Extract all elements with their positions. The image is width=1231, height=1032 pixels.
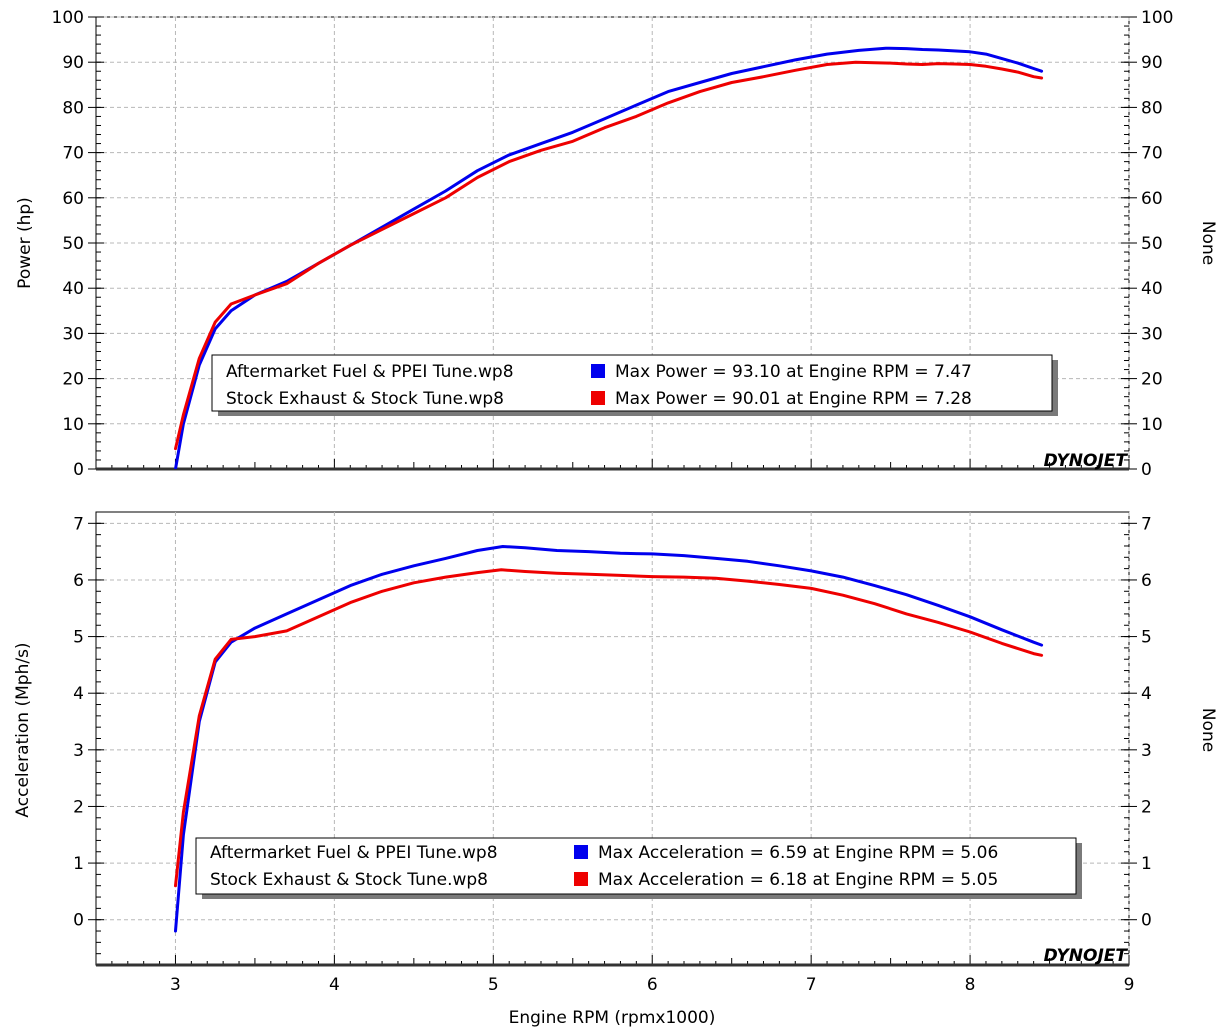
power-right-tick-label: 0 <box>1141 460 1152 480</box>
power-y-tick-label: 60 <box>62 189 84 209</box>
power-y-tick-label: 0 <box>73 460 84 480</box>
acceleration-legend-name-1: Aftermarket Fuel & PPEI Tune.wp8 <box>210 843 498 863</box>
power-ticks: 0 0 10 10 20 20 30 30 40 40 50 50 60 60 70 70 80 80 90 90 10… <box>52 8 1174 480</box>
power-right-tick-label: 70 <box>1141 144 1163 164</box>
acceleration-legend-swatch-blue <box>574 845 588 859</box>
acceleration-legend-box <box>195 837 1077 895</box>
acceleration-ticks: 0 0 1 1 2 2 3 3 4 4 5 5 6 6 7 7 <box>73 511 1152 967</box>
x-axis: 3 4 5 6 7 8 9 <box>170 975 1134 995</box>
power-legend-name-2: Stock Exhaust & Stock Tune.wp8 <box>226 389 504 409</box>
acceleration-series-line-stock <box>174 568 1044 888</box>
power-panel: 0 0 10 10 20 20 30 30 40 40 50 50 60 60 70 70 80 80 90 90 10… <box>15 8 1218 480</box>
acceleration-right-tick-label: 7 <box>1141 514 1152 534</box>
power-legend-swatch-blue <box>591 364 605 378</box>
acceleration-y-tick-label: 0 <box>73 911 84 931</box>
acceleration-y-tick-label: 4 <box>73 684 84 704</box>
acceleration-y-tick-label: 3 <box>73 741 84 761</box>
x-tick-label: 4 <box>329 975 340 995</box>
power-right-tick-label: 40 <box>1141 279 1163 299</box>
x-tick-label: 8 <box>965 975 976 995</box>
acceleration-right-tick-label: 6 <box>1141 571 1152 591</box>
acceleration-legend-max-1: Max Acceleration = 6.59 at Engine RPM = … <box>598 843 998 863</box>
acceleration-right-tick-label: 2 <box>1141 797 1152 817</box>
power-legend-max-1: Max Power = 93.10 at Engine RPM = 7.47 <box>615 362 972 382</box>
acceleration-panel: 0 0 1 1 2 2 3 3 4 4 5 5 6 6 7 7 Acceleration (Mph/s) No… <box>13 511 1218 967</box>
dynojet-logo-bottom: DYNOJET <box>1044 946 1129 966</box>
power-y-tick-label: 80 <box>62 98 84 118</box>
x-tick-label: 5 <box>488 975 499 995</box>
x-axis-title: Engine RPM (rpmx1000) <box>509 1008 716 1028</box>
acceleration-right-tick-label: 3 <box>1141 741 1152 761</box>
power-y-tick-label: 20 <box>62 370 84 390</box>
x-tick-label: 7 <box>806 975 817 995</box>
acceleration-legend-name-2: Stock Exhaust & Stock Tune.wp8 <box>210 870 488 890</box>
power-series-lines <box>174 46 1044 469</box>
power-right-tick-label: 90 <box>1141 53 1163 73</box>
acceleration-right-tick-label: 0 <box>1141 911 1152 931</box>
power-y-axis-title: Power (hp) <box>15 197 35 289</box>
power-right-tick-label: 80 <box>1141 98 1163 118</box>
power-right-tick-label: 10 <box>1141 415 1163 435</box>
acceleration-legend: Aftermarket Fuel & PPEI Tune.wp8 Stock E… <box>195 837 1082 899</box>
power-legend-swatch-red <box>591 391 605 405</box>
power-right-tick-label: 100 <box>1141 8 1173 28</box>
power-right-axis-title: None <box>1198 221 1218 265</box>
power-right-tick-label: 50 <box>1141 234 1163 254</box>
acceleration-right-tick-label: 4 <box>1141 684 1152 704</box>
acceleration-series-line-aftermarket <box>174 545 1044 933</box>
power-y-tick-label: 10 <box>62 415 84 435</box>
acceleration-y-tick-label: 5 <box>73 628 84 648</box>
power-right-tick-label: 30 <box>1141 324 1163 344</box>
power-y-tick-label: 70 <box>62 144 84 164</box>
power-y-tick-label: 90 <box>62 53 84 73</box>
acceleration-y-tick-label: 6 <box>73 571 84 591</box>
acceleration-y-tick-label: 7 <box>73 514 84 534</box>
power-right-tick-label: 20 <box>1141 370 1163 390</box>
power-series-line-stock <box>174 60 1044 451</box>
x-tick-label: 9 <box>1124 975 1135 995</box>
power-series-line-aftermarket <box>174 46 1044 469</box>
power-y-tick-label: 100 <box>52 8 84 28</box>
acceleration-right-tick-label: 1 <box>1141 854 1152 874</box>
x-tick-label: 3 <box>170 975 181 995</box>
acceleration-series-lines <box>174 545 1044 933</box>
power-legend: Aftermarket Fuel & PPEI Tune.wp8 Stock E… <box>211 354 1058 416</box>
power-legend-box <box>211 354 1053 412</box>
acceleration-legend-swatch-red <box>574 872 588 886</box>
power-legend-max-2: Max Power = 90.01 at Engine RPM = 7.28 <box>615 389 972 409</box>
acceleration-y-tick-label: 1 <box>73 854 84 874</box>
x-tick-label: 6 <box>647 975 658 995</box>
acceleration-y-axis-title: Acceleration (Mph/s) <box>13 642 33 817</box>
power-y-tick-label: 40 <box>62 279 84 299</box>
power-right-tick-label: 60 <box>1141 189 1163 209</box>
acceleration-legend-max-2: Max Acceleration = 6.18 at Engine RPM = … <box>598 870 998 890</box>
power-legend-name-1: Aftermarket Fuel & PPEI Tune.wp8 <box>226 362 514 382</box>
power-y-tick-label: 30 <box>62 324 84 344</box>
power-y-tick-label: 50 <box>62 234 84 254</box>
acceleration-right-tick-label: 5 <box>1141 628 1152 648</box>
dynojet-logo-top: DYNOJET <box>1044 451 1129 471</box>
acceleration-y-tick-label: 2 <box>73 797 84 817</box>
acceleration-right-axis-title: None <box>1198 708 1218 752</box>
